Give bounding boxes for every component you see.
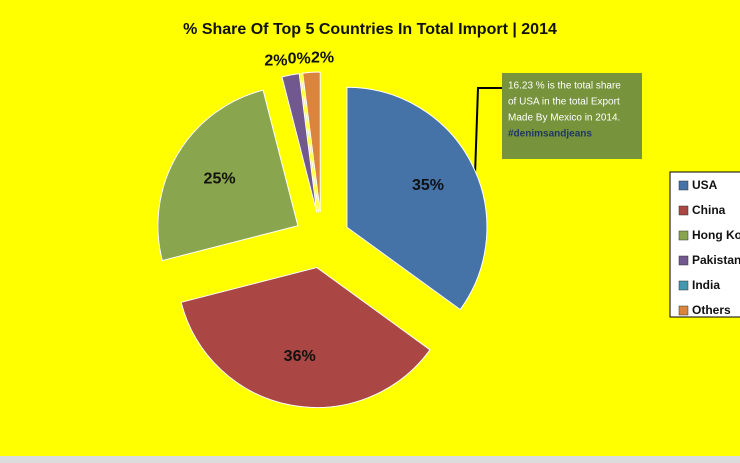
- legend-label: Others: [692, 303, 731, 317]
- legend: [669, 171, 740, 318]
- legend-swatch: [678, 280, 689, 291]
- legend-label: China: [692, 203, 726, 217]
- annotation-line: #denimsandjeans: [508, 129, 592, 140]
- data-label: 2%: [264, 52, 287, 69]
- annotation: 16.23 % is the total share of USA in the …: [508, 81, 621, 140]
- pie-slice: [157, 89, 299, 262]
- data-label: 2%: [311, 50, 334, 67]
- annotation-line: 16.23 % is the total share: [508, 81, 621, 92]
- callout-line: [474, 87, 502, 176]
- pie-slice: [180, 266, 431, 408]
- legend-swatch: [678, 180, 689, 191]
- legend-label: Pakistan: [692, 253, 740, 267]
- annotation-box: [502, 73, 642, 159]
- legend-swatch: [678, 255, 689, 266]
- legend-swatch: [678, 305, 689, 316]
- legend-label: India: [692, 278, 720, 292]
- data-label: 25%: [204, 171, 236, 188]
- data-label: 0%: [288, 51, 311, 68]
- legend-swatch: [678, 230, 689, 241]
- data-label: 35%: [412, 177, 444, 194]
- chart-title: % Share Of Top 5 Countries In Total Impo…: [183, 21, 557, 38]
- legend-label: USA: [692, 178, 718, 192]
- pie-slice: [281, 73, 318, 213]
- annotation-line: Made By Mexico in 2014.: [508, 113, 620, 124]
- data-label: 36%: [284, 348, 316, 365]
- legend-swatch: [678, 205, 689, 216]
- annotation-line: of USA in the total Export: [508, 97, 620, 108]
- legend-label: Hong Kong: [692, 228, 740, 242]
- pie-slice: [302, 71, 321, 213]
- pie-slice: [346, 86, 488, 311]
